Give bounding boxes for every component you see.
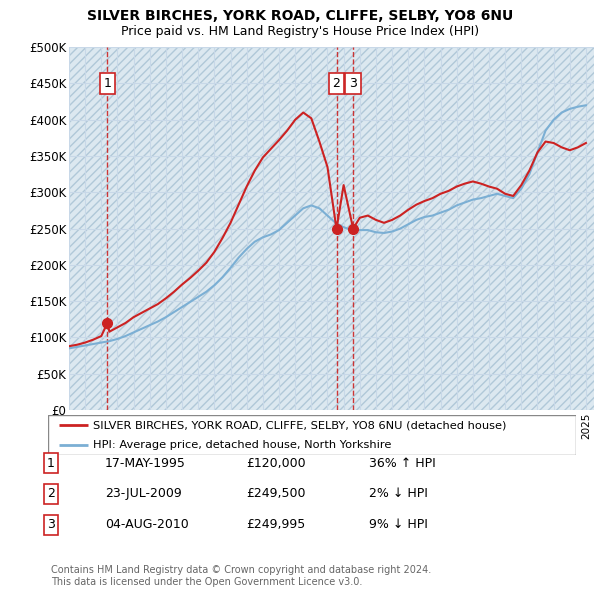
Text: 23-JUL-2009: 23-JUL-2009 — [105, 487, 182, 500]
Text: 36% ↑ HPI: 36% ↑ HPI — [369, 457, 436, 470]
Text: 2: 2 — [332, 77, 340, 90]
Text: Price paid vs. HM Land Registry's House Price Index (HPI): Price paid vs. HM Land Registry's House … — [121, 25, 479, 38]
Text: 1: 1 — [104, 77, 112, 90]
Text: Contains HM Land Registry data © Crown copyright and database right 2024.
This d: Contains HM Land Registry data © Crown c… — [51, 565, 431, 587]
Text: 04-AUG-2010: 04-AUG-2010 — [105, 518, 189, 531]
Text: £249,995: £249,995 — [246, 518, 305, 531]
Text: £249,500: £249,500 — [246, 487, 305, 500]
Text: 9% ↓ HPI: 9% ↓ HPI — [369, 518, 428, 531]
Text: 17-MAY-1995: 17-MAY-1995 — [105, 457, 186, 470]
Text: HPI: Average price, detached house, North Yorkshire: HPI: Average price, detached house, Nort… — [93, 441, 391, 450]
Text: 2: 2 — [47, 487, 55, 500]
Text: SILVER BIRCHES, YORK ROAD, CLIFFE, SELBY, YO8 6NU (detached house): SILVER BIRCHES, YORK ROAD, CLIFFE, SELBY… — [93, 421, 506, 430]
Text: 3: 3 — [47, 518, 55, 531]
Text: 2% ↓ HPI: 2% ↓ HPI — [369, 487, 428, 500]
Text: £120,000: £120,000 — [246, 457, 305, 470]
Text: 3: 3 — [349, 77, 357, 90]
Text: 1: 1 — [47, 457, 55, 470]
Text: SILVER BIRCHES, YORK ROAD, CLIFFE, SELBY, YO8 6NU: SILVER BIRCHES, YORK ROAD, CLIFFE, SELBY… — [87, 9, 513, 23]
Bar — [69, 47, 594, 410]
